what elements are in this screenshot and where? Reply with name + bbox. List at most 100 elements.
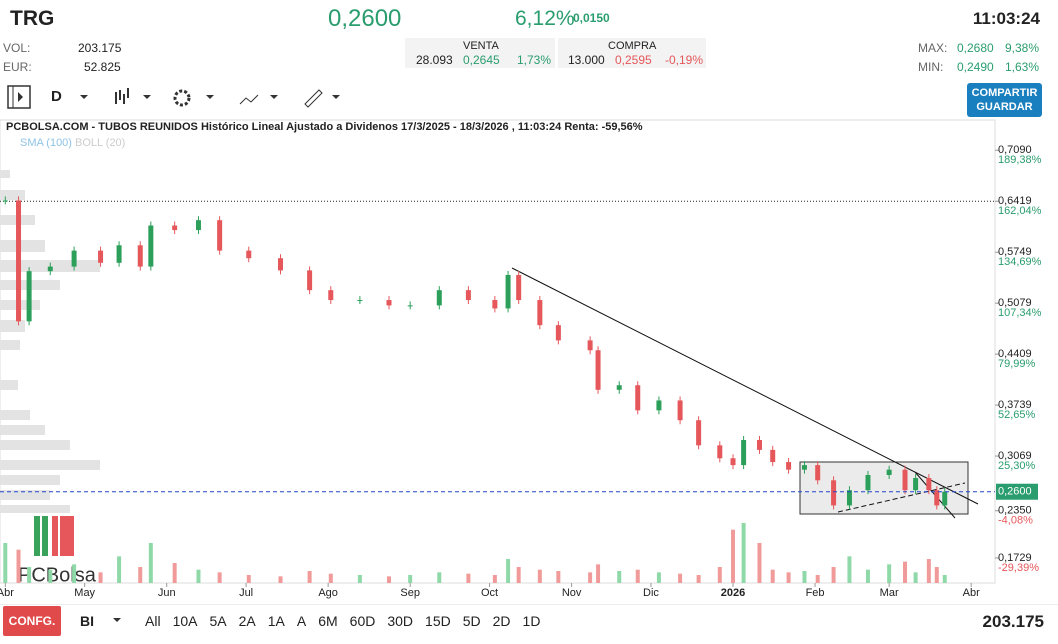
volume-bar (717, 567, 722, 583)
candle-body (278, 258, 284, 271)
value: 0,2595 (615, 53, 652, 67)
period[interactable]: 60D (349, 613, 376, 629)
volume-bar (926, 559, 931, 583)
candle-body (172, 225, 178, 231)
candle-body (730, 458, 736, 466)
candle-body (865, 474, 871, 491)
candle-body (357, 300, 363, 302)
candle-body (116, 245, 122, 263)
candle-body (595, 350, 601, 390)
candle-body (913, 478, 919, 491)
x-tick-label: Oct (481, 587, 498, 599)
toolbar-icons (7, 85, 340, 109)
y-tick-label: 0,3739 (998, 399, 1032, 411)
settings-icon[interactable] (173, 89, 191, 107)
candle-body (801, 465, 807, 470)
value: 28.093 (416, 53, 453, 67)
x-tick-label: Abr (963, 587, 980, 599)
volume-bar (741, 523, 746, 583)
y-tick-label: 0,7090 (998, 144, 1032, 156)
volume-bar (492, 575, 497, 583)
candle-body (26, 271, 32, 322)
candle-body (831, 480, 837, 506)
last-price-tag (996, 483, 1038, 500)
period[interactable]: 5D (462, 613, 481, 629)
volume-bar (757, 543, 762, 583)
indicator: BOLL (20) (75, 137, 125, 149)
candle-body (537, 300, 543, 326)
x-tick-label: Nov (562, 587, 582, 599)
volume-bar (815, 575, 820, 583)
mode[interactable]: BI (80, 613, 94, 629)
volume-bar (506, 559, 511, 583)
x-tick-label: Feb (806, 587, 825, 599)
y-tick-return: 134,69% (998, 256, 1042, 268)
candle-body (307, 270, 313, 291)
value: 13.000 (568, 53, 605, 67)
volume-bar (887, 564, 892, 583)
period-list: All 10A 5A 2A 1A A 6M 60D 30D 15D 5D 2D 1D (145, 613, 540, 629)
x-tick-label: Dic (643, 587, 659, 599)
period[interactable]: 1A (267, 613, 285, 629)
config-button[interactable]: CONFG. (3, 606, 61, 636)
volume-bar (387, 576, 392, 583)
period[interactable]: A (296, 613, 307, 629)
interval[interactable]: D (51, 88, 62, 105)
y-tick-label: 0,5079 (998, 297, 1032, 309)
candle-body (741, 440, 747, 466)
panel-icon[interactable] (7, 85, 31, 109)
footer-volume: 203.175 (982, 612, 1044, 631)
volume-bar (678, 573, 683, 583)
period[interactable]: 30D (387, 613, 414, 629)
candle-body (492, 300, 498, 309)
candle-body (16, 200, 22, 322)
value: 203.175 (78, 41, 122, 55)
label: VOL: (3, 41, 31, 55)
candle-body (505, 274, 511, 309)
volume-bar (913, 572, 918, 583)
value: 0,2680 (957, 41, 994, 55)
share-button[interactable]: COMPARTIR GUARDAR (967, 83, 1042, 117)
volume-bar (307, 571, 312, 583)
volume-bar (617, 571, 622, 583)
candle-body (717, 445, 723, 459)
volume-bar (408, 575, 413, 583)
draw-icon[interactable] (304, 89, 323, 108)
period[interactable]: 6M (318, 613, 338, 629)
label: VENTA (463, 40, 499, 52)
volume-bar (138, 567, 143, 583)
period[interactable]: 2D (492, 613, 511, 629)
volume-bar (802, 571, 807, 583)
indicator: SMA (100) (20, 137, 72, 149)
period[interactable]: 10A (172, 613, 198, 629)
candle-body (407, 305, 413, 307)
y-tick-label: 0,5749 (998, 246, 1032, 258)
y-tick-return: 162,04% (998, 205, 1042, 217)
volume-bar (731, 529, 736, 583)
indicator-icon[interactable] (239, 94, 259, 105)
y-tick-return: 79,99% (998, 358, 1036, 370)
volume-bar (437, 572, 442, 583)
volume-bar (357, 575, 362, 583)
period[interactable]: All (145, 613, 161, 629)
candle-body (587, 340, 593, 351)
candle-body (656, 400, 662, 411)
volume-bar (696, 575, 701, 583)
period[interactable]: 15D (425, 613, 451, 629)
value: 0,2490 (957, 60, 994, 74)
period[interactable]: 1D (522, 613, 541, 629)
chart-type-icon[interactable] (115, 88, 129, 104)
price: 0,2600 (328, 5, 402, 32)
dropdown[interactable] (110, 614, 124, 626)
plot-frame (0, 119, 996, 584)
trendline (837, 482, 966, 513)
volume-bar (770, 569, 775, 583)
candle-body (71, 250, 77, 267)
volume-bar (466, 573, 471, 583)
volume-bar (596, 564, 601, 583)
period[interactable]: 5A (209, 613, 227, 629)
volume-bar (942, 575, 947, 583)
period[interactable]: 2A (238, 613, 256, 629)
candle-body (148, 225, 154, 267)
